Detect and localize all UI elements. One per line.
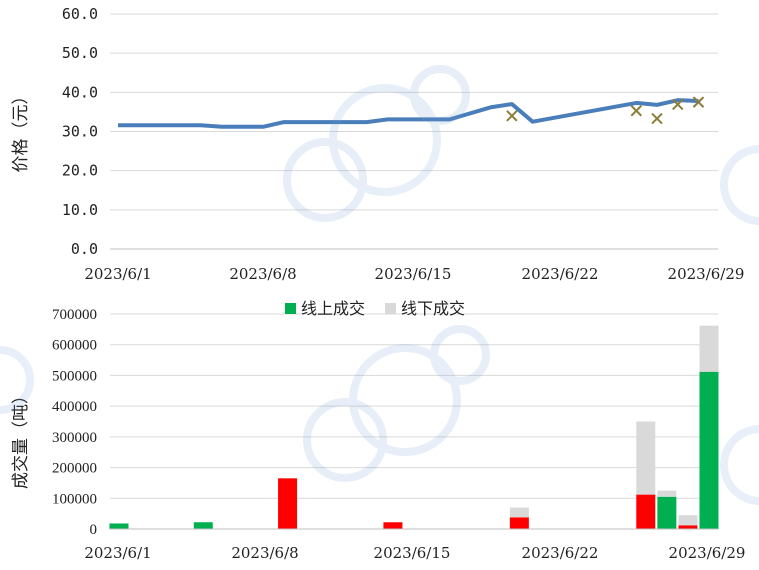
volume-y-tick-label: 600000 [52,338,97,354]
volume-y-tick-label: 500000 [52,368,97,384]
volume-x-tick-label: 2023/6/22 [522,544,599,562]
volume-y-tick-label: 100000 [52,491,97,507]
volume-bar-online [636,494,656,529]
volume-y-tick-label: 0 [90,522,98,538]
price-y-tick-label: 40.0 [62,83,98,101]
volume-bar-online [383,522,403,529]
volume-bar-online [657,496,677,529]
price-scatter-point [506,110,518,122]
volume-bar-offline [636,421,656,495]
price-y-axis-label: 价格（元） [11,88,31,173]
volume-chart: 0 100000 200000 300000 400000 500000 600000 700… [11,299,745,562]
volume-x-tick-label: 2023/6/15 [374,544,451,562]
price-x-tick-label: 2023/6/8 [229,265,296,283]
volume-bar-offline [509,507,529,518]
volume-bar-online [678,525,698,529]
price-chart: 0.010.020.030.040.050.060.0 2023/6/1 2023… [11,5,744,283]
price-y-tick-label: 50.0 [62,44,98,62]
volume-bar-online [509,517,529,529]
price-gridlines [110,13,718,250]
legend-swatch-online [285,303,296,314]
volume-bar-online [699,371,719,529]
price-x-tick-label: 2023/6/15 [375,265,452,283]
price-line [118,98,699,129]
volume-x-ticks: 2023/6/1 2023/6/8 2023/6/15 2023/6/22 2023/6… [84,544,745,562]
volume-y-axis-label: 成交量（吨） [11,387,31,489]
volume-y-tick-label: 400000 [52,399,97,415]
price-series [118,96,705,129]
volume-bars [109,325,719,529]
watermark-logo [0,65,759,505]
price-y-tick-label: 10.0 [62,201,98,219]
price-scatter-point [692,96,705,108]
price-scatter-point [630,105,643,117]
volume-legend: 线上成交 线下成交 [285,299,465,318]
axis-baselines [110,248,718,530]
volume-y-tick-label: 200000 [52,461,97,477]
price-x-tick-label: 2023/6/29 [668,265,745,283]
price-y-tick-label: 20.0 [62,162,98,180]
legend-label-offline: 线下成交 [401,299,465,318]
volume-y-tick-label: 300000 [52,430,97,446]
volume-x-tick-label: 2023/6/29 [669,544,746,562]
price-x-tick-label: 2023/6/1 [84,265,151,283]
price-scatter-point [672,98,684,111]
legend-label-online: 线上成交 [301,299,365,318]
volume-bar-offline [699,325,719,372]
volume-x-tick-label: 2023/6/1 [84,544,151,562]
price-x-tick-label: 2023/6/22 [522,265,599,283]
volume-y-tick-label: 700000 [52,307,97,323]
volume-x-tick-label: 2023/6/8 [231,544,298,562]
price-y-tick-label: 30.0 [62,123,98,141]
volume-bar-online [109,523,129,529]
price-y-ticks: 0.0 10.0 20.0 30.0 40.0 50.0 60.0 [62,5,98,258]
legend-swatch-offline [385,303,396,314]
price-x-ticks: 2023/6/1 2023/6/8 2023/6/15 2023/6/22 2023/6… [84,265,744,283]
volume-y-ticks: 0 100000 200000 300000 400000 500000 600000 700… [52,307,97,538]
price-y-tick-label: 0.0 [71,240,98,258]
volume-bar-offline [678,515,698,526]
volume-bar-offline [657,490,677,497]
price-y-tick-label: 60.0 [62,5,98,23]
volume-bar-online [278,478,298,529]
volume-bar-online [193,522,213,529]
price-scatter-point [651,112,663,125]
